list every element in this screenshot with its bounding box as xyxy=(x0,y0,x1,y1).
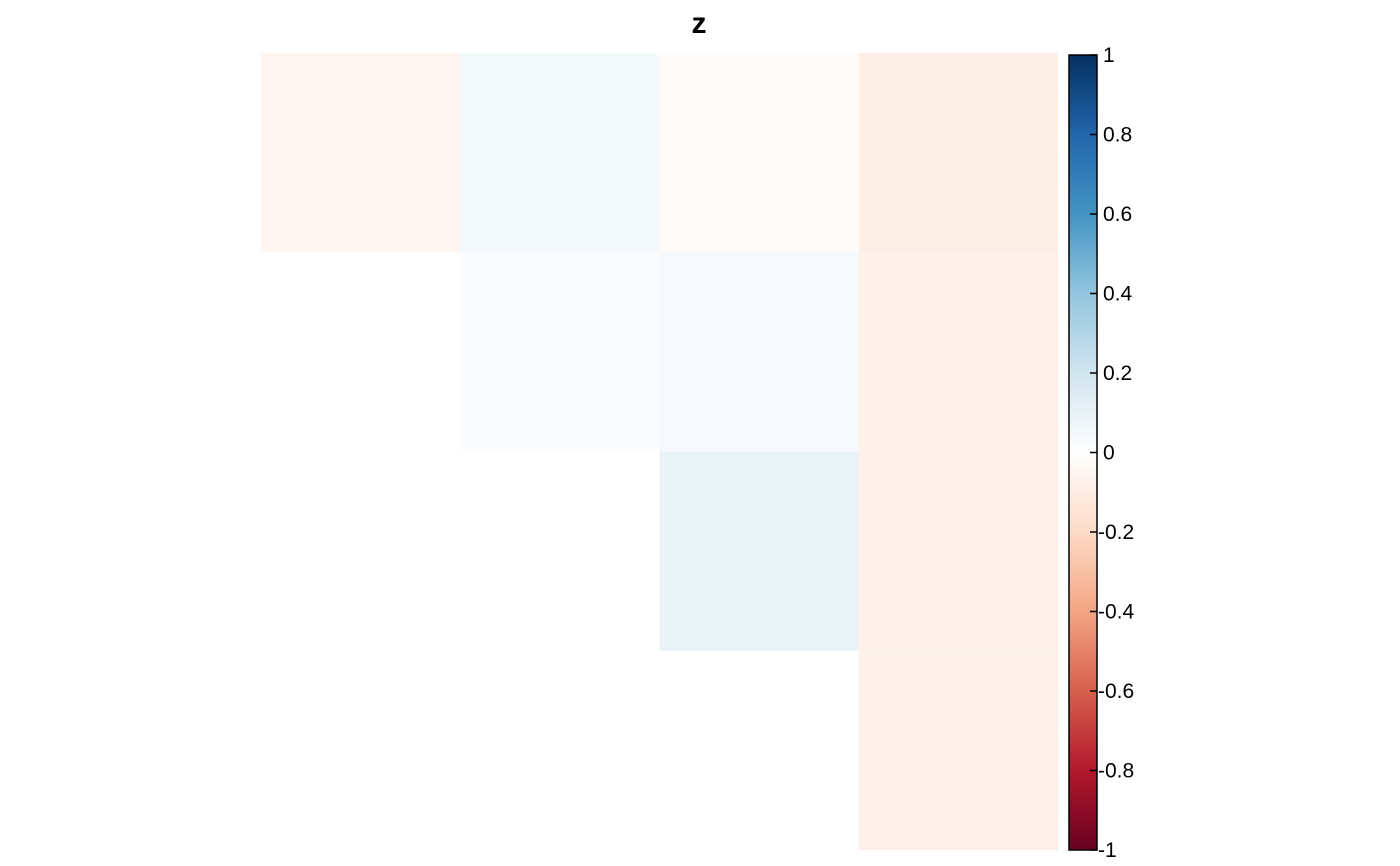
heatmap-cell-r2-c2 xyxy=(659,451,859,651)
heatmap-cell-r1-c1 xyxy=(460,252,660,452)
chart-title: z xyxy=(692,7,707,40)
heatmap-cell-r2-c3 xyxy=(858,451,1058,651)
colorbar: 1 0.8 0.6 0.4 0.2 0 -0.2 -0.4 -0.6 -0.8 -1 xyxy=(1068,44,1135,862)
colorbar-tick-label: 0.6 xyxy=(1103,203,1132,226)
colorbar-tick-label: 0.8 xyxy=(1103,124,1132,147)
colorbar-tick-label: -0.4 xyxy=(1098,601,1135,624)
colorbar-tick-label: 1 xyxy=(1103,44,1115,67)
colorbar-tick-label: -1 xyxy=(1098,839,1117,862)
heatmap-cell-r0-c3 xyxy=(858,53,1058,253)
colorbar-tick-label: 0.2 xyxy=(1103,362,1132,385)
heatmap-cell-r3-c3 xyxy=(858,650,1058,850)
colorbar-tick-label: 0.4 xyxy=(1103,283,1133,306)
colorbar-tick-label: 0 xyxy=(1103,442,1115,465)
colorbar-tick-label: -0.6 xyxy=(1098,680,1134,703)
colorbar-tick-label: -0.8 xyxy=(1098,760,1134,783)
heatmap-cell-r1-c2 xyxy=(659,252,859,452)
heatmap-cell-r0-c0 xyxy=(261,53,461,253)
heatmap-cell-r0-c1 xyxy=(460,53,660,253)
heatmap-cell-r0-c2 xyxy=(659,53,859,253)
colorbar-tick-label: -0.2 xyxy=(1098,521,1134,544)
heatmap-cell-r1-c3 xyxy=(858,252,1058,452)
heatmap-cells xyxy=(261,53,1058,850)
